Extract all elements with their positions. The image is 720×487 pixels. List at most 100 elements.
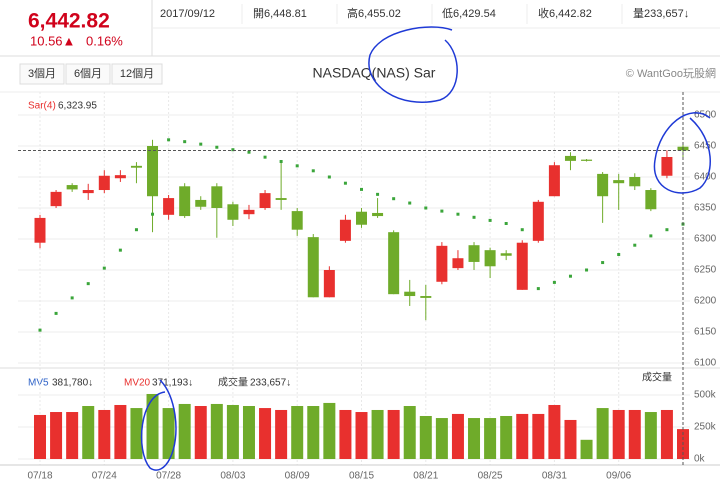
candle-body: [436, 245, 448, 282]
y-tick-label: 500k: [694, 390, 717, 401]
hand-circle: [140, 379, 177, 471]
volume-bar: [162, 408, 175, 459]
range-button[interactable]: [65, 63, 111, 85]
y-tick-label: 6100: [694, 358, 717, 369]
candle-body: [179, 186, 191, 217]
sar-dot: [151, 212, 155, 216]
date: 2017/09/12: [160, 8, 215, 20]
candle-body: [307, 237, 319, 298]
candle-body: [548, 165, 560, 197]
volume-bar: [403, 406, 416, 459]
candle-body: [163, 198, 175, 215]
candle-body: [323, 270, 335, 298]
sar-dot: [552, 280, 556, 284]
sar-dot: [54, 311, 58, 315]
y-tick-label: 250k: [694, 422, 717, 433]
volume-bar: [146, 393, 159, 459]
candle-body: [629, 177, 641, 187]
sar-dot: [633, 243, 637, 247]
high: 高6,455.02: [347, 6, 401, 20]
volume-legend: 成交量: [218, 376, 248, 389]
candle-body: [388, 232, 400, 295]
sar-dot: [215, 145, 219, 149]
x-tick-label: 08/03: [220, 471, 245, 482]
volume-bar: [82, 406, 95, 459]
volume-bar: [612, 409, 625, 459]
candle-body: [82, 190, 94, 194]
range-button-label[interactable]: 12個月: [120, 67, 154, 80]
volume-bar: [226, 404, 239, 459]
sar-dot: [231, 148, 235, 152]
volume-bar: [580, 439, 593, 459]
sar-dot: [279, 160, 283, 163]
sar-dot: [665, 228, 669, 232]
sar-dot: [247, 150, 251, 154]
candle-body: [661, 156, 673, 176]
volume-bar: [628, 409, 641, 459]
x-tick-label: 09/06: [606, 471, 631, 482]
candle-body: [468, 245, 480, 262]
volume-bar: [500, 415, 513, 459]
volume-bar: [307, 406, 320, 459]
candle-body: [66, 185, 78, 190]
volume-bar: [210, 403, 223, 459]
ma20-value: 371,193↓: [152, 378, 193, 389]
volume-bar: [484, 418, 497, 459]
sar-dot: [70, 296, 74, 300]
price: 6,442.82: [28, 10, 110, 33]
candle-body: [211, 186, 223, 208]
sar-dot: [617, 253, 621, 256]
ma20-legend: MV20: [124, 378, 151, 389]
volume-bar: [291, 406, 304, 459]
range-button[interactable]: [19, 63, 65, 85]
sar-dot: [263, 155, 267, 159]
sar-dot: [520, 228, 524, 232]
change-pct: 0.16%: [86, 33, 123, 48]
candle-body: [597, 173, 609, 197]
range-button-label[interactable]: 6個月: [74, 67, 102, 80]
volume-bar: [355, 412, 368, 459]
y-tick-label: 0k: [694, 454, 706, 465]
candle-body: [516, 242, 528, 290]
volume-bar: [596, 408, 609, 459]
volume-bar: [194, 406, 207, 459]
sar-dot: [343, 181, 347, 185]
candle-body: [613, 180, 625, 184]
sar-dot: [38, 328, 42, 332]
sar-dot: [472, 215, 476, 219]
volume-bar: [468, 418, 481, 459]
range-button-label[interactable]: 3個月: [28, 67, 56, 80]
volume: 量233,657↓: [633, 7, 689, 20]
close: 收6,442.82: [538, 6, 592, 20]
sar-dot: [504, 222, 508, 225]
sar-dot: [118, 248, 122, 252]
candle-body: [339, 219, 351, 241]
range-button[interactable]: [111, 63, 163, 85]
candle-body: [147, 146, 159, 197]
open: 開6,448.81: [253, 7, 307, 20]
x-tick-label: 08/31: [542, 471, 567, 482]
candle-body: [195, 199, 207, 207]
sar-dot: [408, 201, 412, 205]
volume-bar: [516, 413, 529, 459]
x-tick-label: 08/21: [413, 471, 438, 482]
sar-dot: [134, 228, 138, 232]
candle-body: [564, 155, 576, 161]
x-tick-label: 07/18: [27, 471, 52, 482]
candle-body: [372, 212, 384, 217]
sar-dot: [360, 187, 363, 191]
volume-bar: [130, 408, 143, 459]
volume-bar: [339, 409, 352, 459]
sar-dot: [440, 209, 444, 213]
volume-bar: [660, 409, 673, 459]
sar-dot: [456, 212, 460, 216]
candle-body: [243, 209, 255, 215]
volume-bar: [387, 409, 400, 459]
sar-dot: [376, 192, 380, 196]
low: 低6,429.54: [442, 7, 496, 20]
volume-bar: [259, 408, 272, 459]
candle-body: [130, 165, 142, 168]
hand-circle: [368, 26, 458, 103]
volume-bar: [98, 409, 111, 459]
